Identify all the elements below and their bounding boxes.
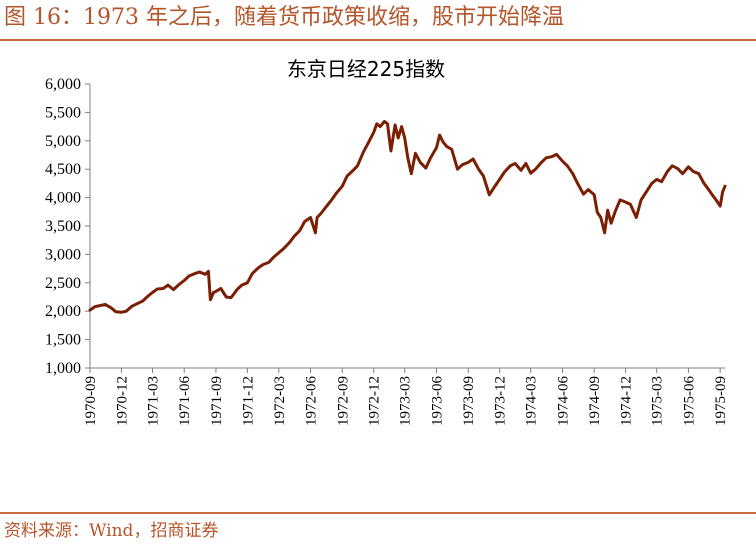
x-tick-label: 1972-03	[272, 376, 288, 426]
x-tick-label: 1974-03	[524, 376, 540, 426]
x-tick-label: 1972-06	[304, 376, 320, 426]
x-tick-label: 1973-03	[398, 376, 414, 426]
plot-area	[88, 120, 727, 314]
x-tick-label: 1974-06	[555, 376, 571, 426]
chart-area: 东京日经225指数 1,000 1,500 2,000 2,500 3,000 3,500…	[0, 40, 756, 512]
x-tick-label: 1973-12	[493, 376, 509, 426]
y-tick-label: 2,000	[45, 303, 81, 320]
header-rule	[0, 39, 756, 41]
source-note: 资料来源：Wind，招商证券	[4, 521, 219, 541]
y-tick-label: 3,000	[45, 246, 81, 263]
nikkei-225-series-line	[88, 120, 727, 314]
x-tick-label: 1971-12	[240, 376, 256, 426]
x-tick-label: 1971-09	[209, 376, 225, 426]
x-tick-label: 1975-03	[650, 376, 666, 426]
x-tick-label: 1972-12	[367, 376, 383, 426]
y-tick-label: 3,500	[45, 218, 81, 235]
y-tick-label: 4,000	[45, 190, 81, 207]
y-tick-label: 1,000	[45, 360, 81, 377]
x-tick-label: 1974-09	[587, 376, 603, 426]
footer-rule	[0, 512, 756, 514]
x-tick-label: 1973-06	[429, 376, 445, 426]
y-axis: 1,000 1,500 2,000 2,500 3,000 3,500 4,000 4,500…	[45, 76, 91, 377]
x-tick-label: 1971-06	[177, 376, 193, 426]
x-tick-label: 1970-12	[114, 376, 130, 426]
y-tick-label: 5,000	[45, 133, 81, 150]
figure-header: 图 16：1973 年之后，随着货币政策收缩，股市开始降温	[4, 5, 564, 30]
y-tick-label: 5,500	[45, 104, 81, 121]
x-tick-label: 1975-09	[713, 376, 729, 426]
y-tick-label: 2,500	[45, 275, 81, 292]
y-tick-label: 1,500	[45, 332, 81, 349]
x-axis: 1970-09 1970-12 1971-03 1971-06 1971-09 1971-…	[83, 367, 729, 426]
y-tick-label: 4,500	[45, 161, 81, 178]
x-tick-label: 1973-09	[461, 376, 477, 426]
x-tick-label: 1975-06	[681, 376, 697, 426]
x-tick-label: 1972-09	[335, 376, 351, 426]
x-tick-label: 1970-09	[83, 376, 99, 426]
x-tick-label: 1971-03	[145, 376, 161, 426]
line-chart: 东京日经225指数 1,000 1,500 2,000 2,500 3,000 3,500…	[45, 57, 729, 426]
y-tick-label: 6,000	[45, 76, 81, 93]
chart-title: 东京日经225指数	[287, 57, 445, 81]
x-tick-label: 1974-12	[619, 376, 635, 426]
